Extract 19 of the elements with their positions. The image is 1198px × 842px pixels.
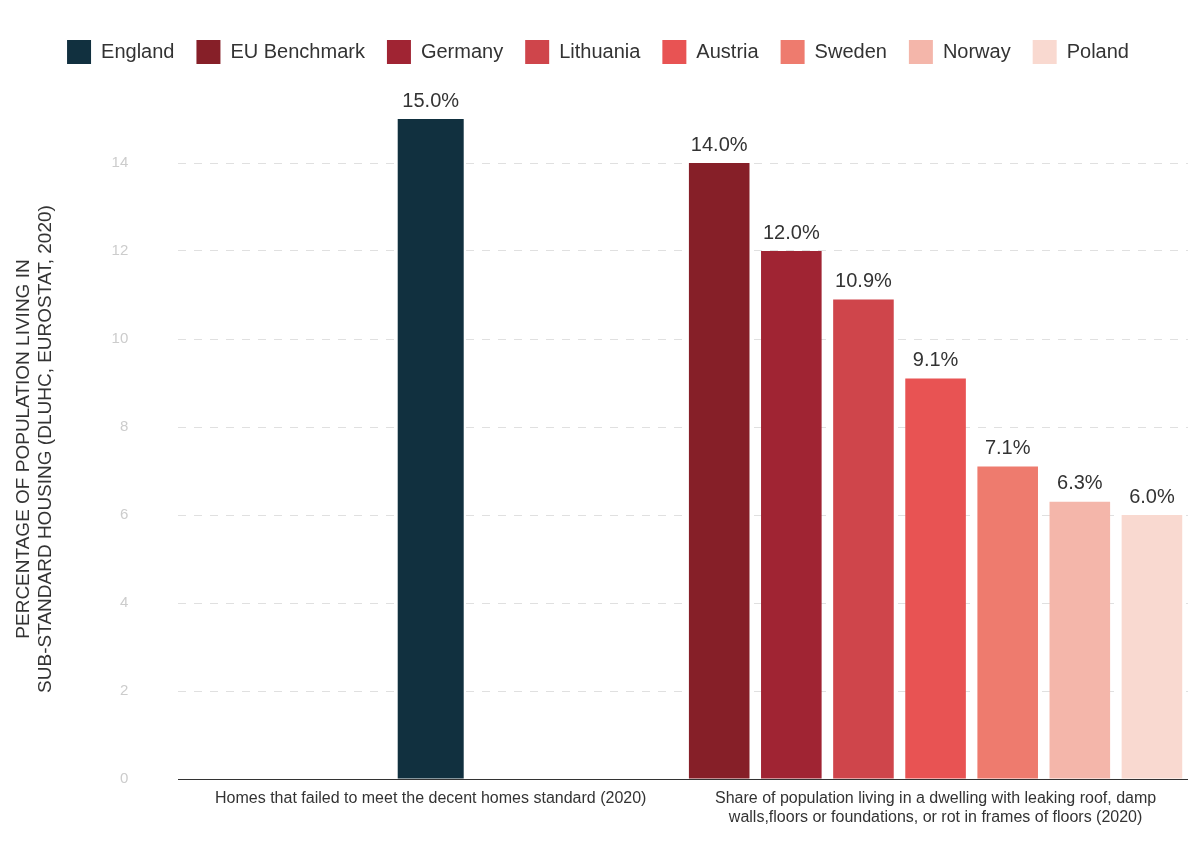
data-label: 6.3% — [1057, 471, 1103, 494]
data-label: 14.0% — [690, 132, 748, 155]
data-label: 15.0% — [402, 88, 460, 111]
x-tick-label: Share of population living in a dwelling with leaking roof, damp walls,floors or foundations, or rot in frames of floors (2020) — [714, 789, 1157, 826]
data-label: 12.0% — [762, 220, 820, 243]
legend-label: Austria — [696, 39, 760, 62]
legend-label: England — [101, 39, 175, 62]
data-label: 9.1% — [912, 348, 959, 371]
data-label: 7.1% — [984, 436, 1031, 459]
legend-label: EU Benchmark — [230, 39, 366, 62]
legend-label: Poland — [1066, 39, 1129, 62]
legend-label: Germany — [420, 39, 504, 62]
data-label: 10.9% — [835, 268, 893, 291]
y-axis-title: PERCENTAGE OF POPULATION LIVING IN SUB-STANDARD HOUSING (DLUHC, EUROSTAT, 2020) — [11, 205, 56, 693]
x-tick-label: Homes that failed to meet the decent homes standard (2020) — [215, 789, 647, 807]
data-label: 6.0% — [1129, 484, 1175, 507]
legend-label: Norway — [942, 39, 1011, 62]
legend-label: Lithuania — [559, 39, 642, 62]
legend-label: Sweden — [814, 39, 887, 62]
